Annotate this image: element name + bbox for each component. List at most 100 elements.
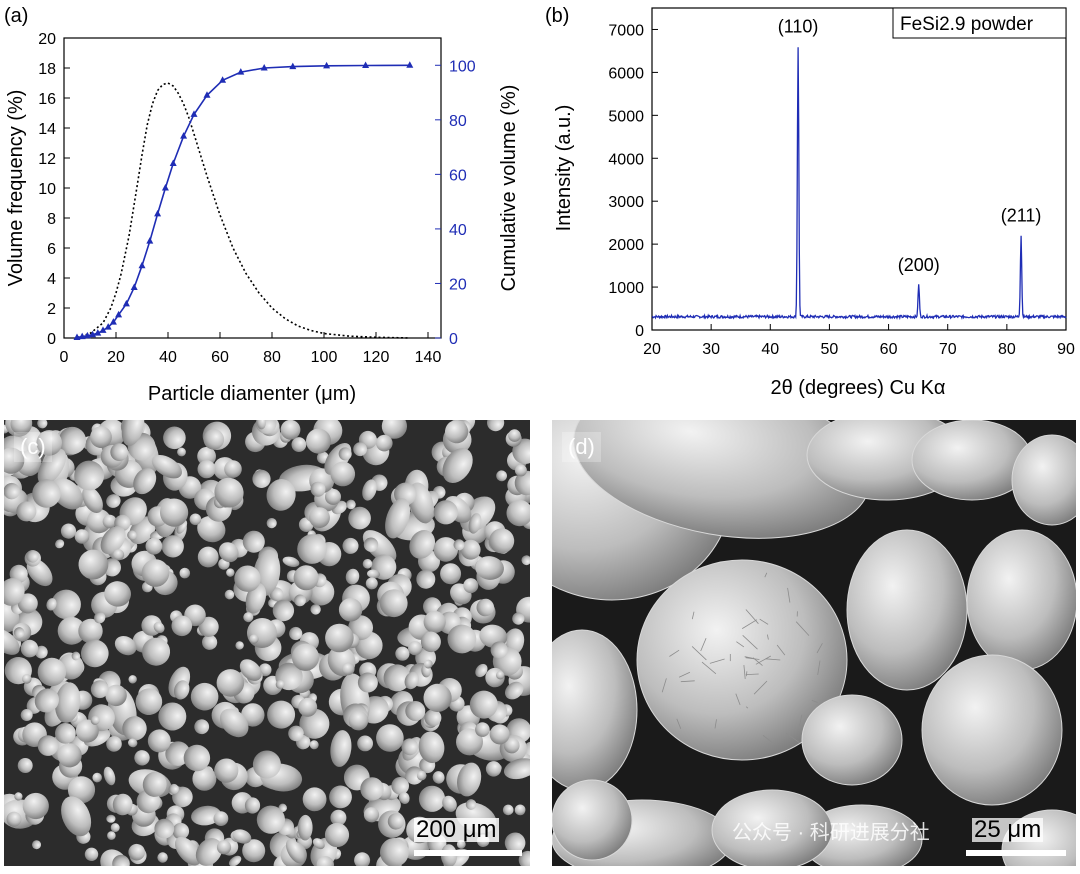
chart-a-xtick-label-5: 100	[311, 349, 338, 366]
chart-a-cumulative-point-14	[161, 184, 169, 191]
chart-b-xlabel: 2θ (degrees) Cu Kα	[771, 377, 946, 399]
watermark-text: 公众号 · 科研进展分社	[732, 822, 930, 844]
chart-a-cumulative-point-22	[289, 62, 297, 70]
chart-a-cumulative-point-16	[180, 132, 188, 139]
chart-a-ytick-label-7: 14	[38, 121, 56, 138]
chart-a-xtick-label-0: 0	[60, 349, 69, 366]
chart-b-peak-label-0: (110)	[778, 17, 819, 37]
chart-b-xtick-label-5: 70	[939, 341, 957, 358]
chart-a-cumulative-point-13	[154, 209, 162, 217]
sem-image-c-particles	[4, 420, 530, 866]
chart-a-cumulative-point-25	[406, 61, 414, 68]
chart-a-cumulative-point-0	[73, 333, 81, 340]
chart-b-ytick-label-2: 2000	[608, 237, 644, 254]
chart-b-xtick-label-1: 30	[702, 341, 720, 358]
chart-a-ytick-label-0: 0	[47, 331, 56, 348]
chart-a-cumulative-point-24	[362, 61, 370, 69]
chart-b-series: (110) (200) (211)	[651, 17, 1067, 321]
chart-a-cumulative-point-2	[83, 331, 91, 339]
chart-a-cumulative-point-17	[190, 110, 198, 117]
chart-b-xtick-label-3: 50	[821, 341, 839, 358]
chart-a-series	[73, 61, 414, 340]
chart-b-xtick-label-0: 20	[643, 341, 661, 358]
chart-a-cumulative-point-8	[115, 310, 123, 318]
chart-a-cumulative-point-20	[237, 68, 245, 75]
chart-a-cumulative-point-3	[89, 330, 97, 338]
chart-a-ytick-label-10: 20	[38, 31, 56, 48]
chart-a-xtick-label-2: 40	[159, 349, 177, 366]
chart-a-cumulative-point-15	[169, 159, 177, 166]
chart-a-y2tick-label-1: 20	[449, 276, 467, 293]
chart-b-xtick-label-6: 80	[998, 341, 1016, 358]
chart-b-ytick-label-1: 1000	[608, 280, 644, 297]
chart-b-ylabel: Intensity (a.u.)	[553, 105, 575, 232]
chart-a-ytick-label-6: 12	[38, 151, 56, 168]
sem-image-c: (c) 200 μm	[4, 420, 530, 866]
scalebar-d-label: 25 μm	[972, 816, 1044, 843]
chart-a-xtick-label-6: 120	[363, 349, 390, 366]
chart-a-cumulative-point-11	[138, 261, 146, 269]
chart-b-ytick-label-0: 0	[635, 323, 644, 340]
chart-a-ytick-label-8: 16	[38, 91, 56, 108]
chart-a-xtick-label-3: 60	[211, 349, 229, 366]
scalebar-c-label: 200 μm	[414, 816, 499, 843]
sem-image-d-particles	[552, 420, 1076, 866]
chart-a-xtick-label-7: 140	[415, 349, 442, 366]
chart-a-y2tick-label-0: 0	[449, 331, 458, 348]
chart-a-cumulative-point-18	[203, 91, 211, 98]
chart-a-cumulative-point-10	[130, 283, 138, 291]
chart-a-ytick-label-2: 4	[47, 271, 56, 288]
chart-a-cumulative-point-19	[219, 76, 227, 83]
chart-a-cumulative-point-9	[122, 299, 130, 307]
chart-a-cumulative-point-4	[94, 329, 102, 336]
chart-b-xtick-label-7: 90	[1057, 341, 1075, 358]
chart-a-cumulative-point-21	[260, 64, 268, 71]
chart-b-xtick-label-2: 40	[761, 341, 779, 358]
chart-a-ytick-label-5: 10	[38, 181, 56, 198]
chart-a-cumulative-point-23	[323, 61, 331, 69]
chart-b-legend-box	[892, 7, 1067, 39]
chart-b: (b) 20 30 40 50 60 70 80 90 0 1000 2000 3000 4000 500…	[545, 5, 1075, 399]
chart-b-ytick-label-7: 7000	[608, 22, 644, 39]
chart-b-ytick-label-3: 3000	[608, 194, 644, 211]
chart-a-ticks: 0 20 40 60 80 100 120 140 0 2 4 6 8 10 12 14 16 18 20 0 20 40…	[38, 31, 476, 366]
chart-a-cumulative-point-5	[99, 326, 107, 333]
sem-c-particle-group	[4, 420, 530, 866]
panel-c-letter: (c)	[14, 432, 52, 462]
chart-a-cumulative-point-6	[104, 323, 112, 330]
chart-b-series-intensity	[651, 47, 1067, 321]
chart-a-ytick-label-4: 8	[47, 211, 56, 228]
chart-a-series-frequency	[76, 82, 410, 339]
scalebar-d-line	[966, 850, 1066, 856]
chart-b-peak-label-2: (211)	[1001, 206, 1042, 226]
chart-a-cumulative-point-7	[109, 318, 117, 325]
chart-b-ytick-label-4: 4000	[608, 151, 644, 168]
chart-a-ytick-label-1: 2	[47, 301, 56, 318]
chart-a-y2tick-label-3: 60	[449, 167, 467, 184]
chart-b-ytick-label-6: 6000	[608, 65, 644, 82]
chart-a-frame	[63, 37, 442, 339]
chart-a-y2label: Cumulative volume (%)	[498, 85, 520, 292]
chart-a-series-cumulative	[76, 64, 410, 339]
chart-b-legend: FeSi2.9 powder	[900, 14, 1034, 35]
panel-d-letter: (d)	[562, 432, 601, 462]
chart-b-ticks: 20 30 40 50 60 70 80 90 0 1000 2000 3000 4000 5000 600…	[608, 22, 1075, 358]
chart-a-y2tick-label-4: 80	[449, 113, 467, 130]
chart-a-xtick-label-4: 80	[263, 349, 281, 366]
chart-a-ylabel: Volume frequency (%)	[5, 90, 27, 287]
chart-a-xlabel: Particle diamenter (μm)	[148, 383, 356, 405]
chart-b-ytick-label-5: 5000	[608, 108, 644, 125]
scalebar-c-line	[414, 850, 522, 856]
chart-a-cumulative-point-12	[146, 237, 154, 244]
panel-a-letter: (a)	[4, 5, 28, 27]
panel-b-letter: (b)	[545, 5, 569, 27]
chart-a-cumulative-point-1	[78, 332, 86, 340]
chart-a-y2tick-label-5: 100	[449, 58, 476, 75]
chart-a-y2tick-label-2: 40	[449, 222, 467, 239]
chart-a-xtick-label-1: 20	[107, 349, 125, 366]
chart-a-ytick-label-9: 18	[38, 61, 56, 78]
sem-image-d: (d) 公众号 · 科研进展分社 25 μm	[552, 420, 1076, 866]
chart-a: (a) 0 20 40 60 80 100 120 140024681012141618200…	[4, 5, 520, 405]
chart-b-peak-label-1: (200)	[898, 255, 940, 275]
chart-b-frame	[651, 7, 1067, 331]
